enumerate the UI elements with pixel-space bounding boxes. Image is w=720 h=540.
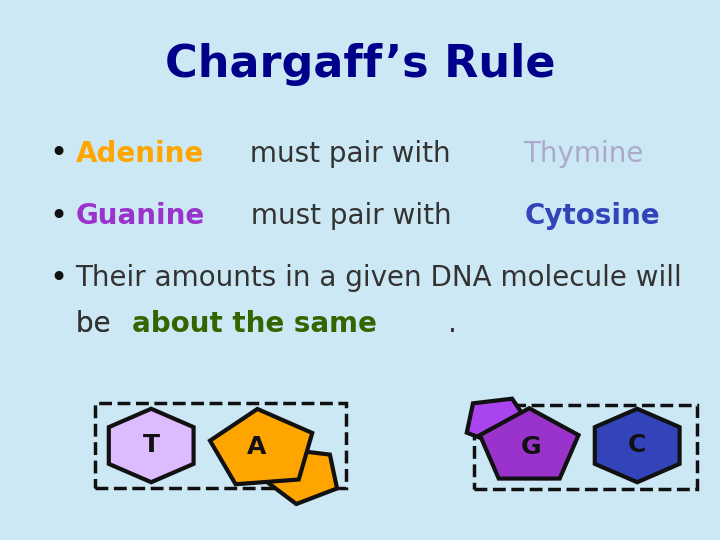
Text: •: • (49, 264, 67, 293)
Text: .: . (448, 310, 456, 338)
Polygon shape (264, 449, 337, 504)
Polygon shape (467, 399, 530, 446)
Text: must pair with: must pair with (241, 140, 459, 168)
Text: be: be (76, 310, 119, 338)
Text: Thymine: Thymine (523, 140, 644, 168)
Bar (474, 405, 697, 489)
Polygon shape (595, 409, 680, 482)
Polygon shape (109, 409, 194, 482)
Text: Adenine: Adenine (76, 140, 204, 168)
Text: Their amounts in a given DNA molecule will: Their amounts in a given DNA molecule wi… (76, 264, 683, 292)
Text: be: be (76, 310, 119, 338)
Text: •: • (49, 139, 67, 168)
Polygon shape (210, 409, 312, 484)
Text: about the same: about the same (132, 310, 377, 338)
Text: A: A (248, 435, 266, 458)
Text: G: G (521, 435, 541, 459)
Bar (95, 403, 346, 488)
Text: Guanine: Guanine (76, 202, 205, 230)
Text: •: • (49, 201, 67, 231)
Text: C: C (628, 434, 647, 457)
Text: T: T (143, 434, 160, 457)
Text: must pair with: must pair with (243, 202, 461, 230)
Text: Chargaff’s Rule: Chargaff’s Rule (165, 43, 555, 86)
Polygon shape (480, 408, 578, 478)
Text: Cytosine: Cytosine (524, 202, 660, 230)
